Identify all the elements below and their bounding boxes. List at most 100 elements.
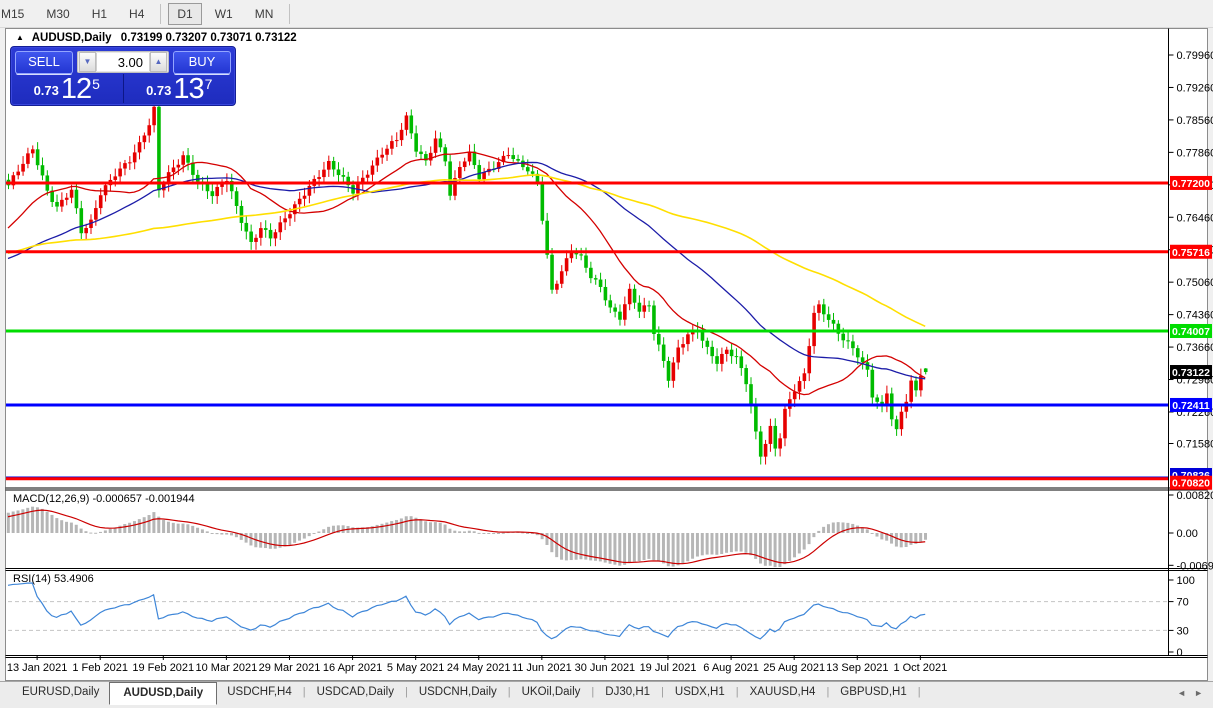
chart-tab-usdcnh-daily[interactable]: USDCNH,Daily [418,686,497,698]
svg-text:30 Jun 2021: 30 Jun 2021 [575,662,636,674]
sell-price-button[interactable]: 0.73 12 5 [11,73,124,105]
svg-text:0.79960: 0.79960 [1177,50,1213,62]
collapse-panel-icon[interactable]: ▲ [16,33,24,42]
chart-ohlc-values: 0.73199 0.73207 0.73071 0.73122 [120,32,297,44]
price-level-lines[interactable] [6,181,1169,481]
svg-text:0.77200: 0.77200 [1172,178,1210,190]
rsi-indicator-label: RSI(14) 53.4906 [13,573,94,585]
tab-divider: | [917,686,921,698]
svg-text:0.77860: 0.77860 [1177,147,1213,159]
tabs-scroll-left-icon[interactable]: ◄ [1177,688,1187,698]
svg-text:13 Jan 2021: 13 Jan 2021 [7,662,68,674]
buy-price-sup: 7 [204,76,213,92]
tab-divider: | [302,686,306,698]
tab-divider: | [661,686,664,698]
rsi-pane[interactable] [7,582,1169,640]
svg-text:0.73660: 0.73660 [1177,342,1213,354]
svg-text:1 Oct 2021: 1 Oct 2021 [893,662,947,674]
svg-text:0.00: 0.00 [1177,528,1198,540]
svg-text:29 Mar 2021: 29 Mar 2021 [259,662,321,674]
macd-indicator-label: MACD(12,26,9) -0.000657 -0.001944 [13,493,195,505]
timeframe-button-m15[interactable]: M15 [1,6,25,21]
svg-text:5 May 2021: 5 May 2021 [387,662,444,674]
svg-text:0.74007: 0.74007 [1172,326,1210,338]
volume-increase-button[interactable]: ▲ [150,52,167,72]
timeframe-button-h4[interactable]: H4 [129,6,145,21]
sell-price-prefix: 0.73 [33,83,59,98]
level-price-badge: 0.77200 [1170,175,1212,190]
chart-tab-usdx-h1[interactable]: USDX,H1 [674,686,725,698]
timeframe-button-m30[interactable]: M30 [46,6,70,21]
toolbar-separator [289,3,291,24]
volume-input[interactable] [96,53,150,71]
tab-divider: | [591,686,595,698]
svg-text:11 Jun 2021: 11 Jun 2021 [512,662,572,674]
sell-price-sup: 5 [92,76,100,92]
svg-text:0.74360: 0.74360 [1177,310,1213,322]
svg-text:-0.006979: -0.006979 [1177,560,1213,572]
chart-tab-usdchf-h4[interactable]: USDCHF,H4 [227,686,292,698]
sell-button[interactable]: SELL [15,50,73,74]
svg-text:0.72411: 0.72411 [1172,400,1210,412]
svg-text:0.70820: 0.70820 [1172,478,1210,490]
toolbar-separator [160,3,162,24]
chart-tab-audusd-daily[interactable]: AUDUSD,Daily [109,682,218,705]
svg-text:16 Apr 2021: 16 Apr 2021 [323,662,382,674]
svg-text:100: 100 [1177,575,1195,587]
timeframe-button-w1[interactable]: W1 [214,6,233,21]
one-click-trading-panel: SELL ▼ ▲ BUY 0.73 12 5 0.73 13 7 [10,46,236,106]
chart-tab-dj30-h1[interactable]: DJ30,H1 [605,686,651,698]
buy-button[interactable]: BUY [173,50,231,74]
chart-tab-usdcad-daily[interactable]: USDCAD,Daily [316,686,394,698]
level-price-badge: 0.72411 [1170,397,1212,412]
moving-average-45 [7,161,926,380]
chart-tab-xauusd-h4[interactable]: XAUUSD,H4 [749,686,816,698]
svg-text:6 Aug 2021: 6 Aug 2021 [703,662,759,674]
moving-average-20 [7,151,926,396]
tabs-scroll-right-icon[interactable]: ► [1194,688,1203,698]
buy-price-prefix: 0.73 [146,83,172,98]
level-price-badge: 0.75716 [1170,244,1212,259]
volume-control: ▼ ▲ [77,51,169,73]
tab-divider: | [735,686,739,698]
timeframe-toolbar: M15 M30 H1 H4 D1 W1 MN [0,0,1213,28]
svg-text:0.75716: 0.75716 [1172,247,1210,259]
chart-tab-eurusd-daily[interactable]: EURUSD,Daily [22,686,100,698]
level-price-badge: 0.70820 [1170,475,1212,490]
tab-divider: | [826,686,830,698]
macd-pane[interactable] [6,506,928,568]
chart-tab-ukoil-daily[interactable]: UKOil,Daily [521,686,581,698]
svg-text:1 Feb 2021: 1 Feb 2021 [72,662,128,674]
timeframe-button-d1[interactable]: D1 [168,2,202,25]
svg-text:70: 70 [1177,597,1189,609]
chart-tab-gbpusd-h1[interactable]: GBPUSD,H1 [840,686,907,698]
svg-text:0.75060: 0.75060 [1177,277,1213,289]
level-price-badge: 0.74007 [1170,323,1212,338]
timeframe-button-h1[interactable]: H1 [91,6,108,21]
candles-layer[interactable] [6,98,928,465]
svg-text:25 Aug 2021: 25 Aug 2021 [763,662,825,674]
svg-text:0.008207: 0.008207 [1177,490,1213,502]
buy-price-button[interactable]: 0.73 13 7 [124,73,236,105]
buy-price-big: 13 [173,73,204,105]
chart-title: ▲ AUDUSD,Daily 0.73199 0.73207 0.73071 0… [16,32,297,44]
tab-divider: | [507,686,511,698]
sell-price-big: 12 [60,73,92,105]
timeframe-button-mn[interactable]: MN [254,6,274,21]
svg-text:19 Jul 2021: 19 Jul 2021 [640,662,697,674]
svg-text:0: 0 [1177,647,1183,659]
current-price-badge: 0.73122 [1170,365,1212,380]
svg-text:0.73122: 0.73122 [1172,367,1210,379]
svg-text:24 May 2021: 24 May 2021 [447,662,511,674]
volume-decrease-button[interactable]: ▼ [79,52,96,72]
chart-tab-bar: EURUSD,Daily AUDUSD,Daily USDCHF,H4 | USDCAD… [0,681,1213,708]
svg-text:10 Mar 2021: 10 Mar 2021 [196,662,258,674]
svg-text:19 Feb 2021: 19 Feb 2021 [132,662,194,674]
svg-text:0.78560: 0.78560 [1177,115,1213,127]
svg-text:30: 30 [1177,625,1189,637]
tab-divider: | [404,686,408,698]
svg-text:0.79260: 0.79260 [1177,82,1213,94]
svg-text:0.71580: 0.71580 [1177,439,1213,451]
svg-text:13 Sep 2021: 13 Sep 2021 [826,662,888,674]
